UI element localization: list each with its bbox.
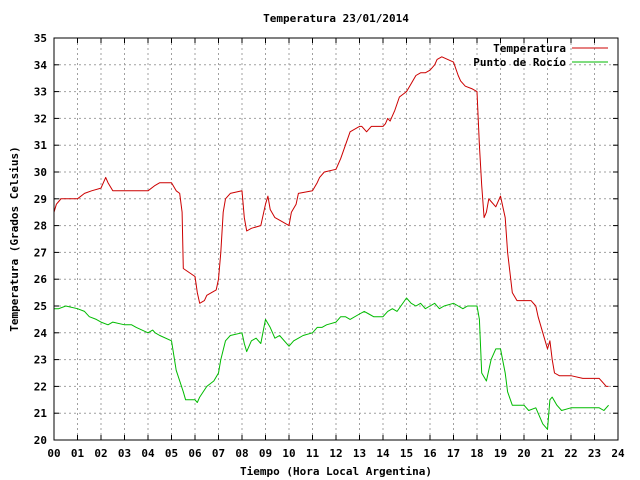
x-tick-label: 12 (329, 447, 342, 460)
x-tick-label: 19 (494, 447, 507, 460)
x-tick-label: 15 (400, 447, 413, 460)
y-tick-label: 23 (34, 354, 47, 367)
grid (54, 38, 618, 440)
y-tick-label: 22 (34, 380, 47, 393)
x-tick-label: 00 (47, 447, 60, 460)
x-tick-label: 17 (447, 447, 460, 460)
x-tick-label: 09 (259, 447, 272, 460)
x-tick-label: 18 (470, 447, 483, 460)
x-tick-label: 13 (353, 447, 366, 460)
legend-label-temperatura: Temperatura (493, 42, 566, 55)
x-tick-label: 21 (541, 447, 555, 460)
x-tick-label: 07 (212, 447, 225, 460)
x-tick-label: 04 (141, 447, 155, 460)
x-tick-label: 24 (611, 447, 625, 460)
x-tick-label: 03 (118, 447, 131, 460)
series-line-punto-de-rocio (54, 297, 609, 430)
series-line-temperatura (53, 56, 609, 387)
x-tick-label: 01 (71, 447, 85, 460)
y-tick-label: 24 (34, 327, 48, 340)
y-tick-label: 27 (34, 246, 47, 259)
chart-title: Temperatura 23/01/2014 (263, 12, 409, 25)
y-tick-label: 31 (34, 139, 48, 152)
y-tick-label: 21 (34, 407, 48, 420)
x-tick-label: 14 (376, 447, 390, 460)
x-tick-label: 06 (188, 447, 202, 460)
y-tick-label: 32 (34, 112, 47, 125)
x-axis-label: Tiempo (Hora Local Argentina) (240, 465, 432, 478)
x-tick-label: 02 (94, 447, 107, 460)
legend-label-punto-de-rocio: Punto de Rocío (473, 56, 566, 69)
y-tick-label: 29 (34, 193, 47, 206)
x-tick-label: 05 (165, 447, 178, 460)
tick-labels: 00 01 02 03 04 05 06 07 08 09 10 11 12 13 14 15 16 17 18 19… (34, 32, 625, 460)
y-tick-label: 25 (34, 300, 47, 313)
y-tick-label: 35 (34, 32, 47, 45)
y-tick-label: 34 (34, 59, 48, 72)
y-tick-label: 33 (34, 86, 47, 99)
x-tick-label: 08 (235, 447, 248, 460)
x-tick-label: 11 (306, 447, 320, 460)
y-tick-label: 30 (34, 166, 47, 179)
y-tick-label: 20 (34, 434, 47, 447)
x-tick-label: 20 (517, 447, 530, 460)
x-tick-label: 10 (282, 447, 295, 460)
x-tick-label: 23 (588, 447, 601, 460)
y-axis-label: Temperatura (Grados Celsius) (8, 146, 21, 331)
axis-ticks (53, 37, 619, 441)
series-lines (53, 56, 609, 430)
y-tick-label: 26 (34, 273, 48, 286)
y-tick-label: 28 (34, 220, 47, 233)
x-tick-label: 16 (423, 447, 437, 460)
legend: Temperatura Punto de Rocío (473, 42, 608, 69)
x-tick-label: 22 (564, 447, 577, 460)
